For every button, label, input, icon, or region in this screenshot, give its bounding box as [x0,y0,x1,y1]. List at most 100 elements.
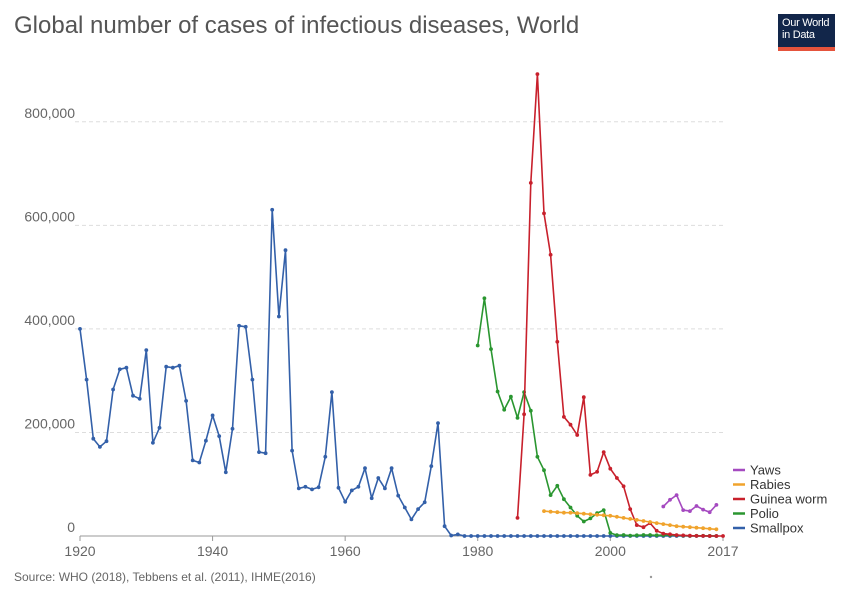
smallpox-point [217,434,222,438]
smallpox-point [588,534,593,538]
smallpox-point [164,364,169,369]
rabies-point [581,511,586,516]
rabies-point [694,525,699,530]
polio-line [476,297,717,537]
guinea-worm-point [674,533,679,537]
grid-lines [75,121,723,537]
guinea-worm-point [668,532,672,537]
smallpox-point [177,363,182,368]
yaws-point [688,509,692,513]
smallpox-point [131,393,135,398]
rabies-point [634,518,639,522]
polio-point [482,296,487,301]
smallpox-point [455,532,460,537]
smallpox-point [151,440,155,445]
smallpox-point [601,534,606,538]
smallpox-point [330,390,334,394]
polio-point [634,533,639,538]
guinea-worm-point [621,484,626,489]
rabies-point [548,509,553,514]
yaws-point [661,504,666,509]
polio-point [575,513,580,518]
rabies-point [674,524,679,529]
legend-item-guinea-worm[interactable]: Guinea worm [733,492,827,507]
rabies-point [608,513,613,518]
legend-item-rabies[interactable]: Rabies [733,477,791,492]
polio-point [535,454,540,459]
smallpox-point [104,439,109,444]
guinea-worm-point [562,415,566,419]
guinea-worm-point [707,534,712,538]
smallpox-point [462,534,467,538]
x-tick-label: 1940 [197,543,228,559]
legend-label: Guinea worm [750,492,827,507]
polio-point [495,389,500,394]
legend-label: Yaws [750,463,781,478]
series-polio[interactable] [475,296,719,538]
smallpox-line [79,209,717,537]
smallpox-point [310,487,314,492]
smallpox-point [509,534,513,538]
smallpox-point [495,534,500,538]
yaws-point [681,508,686,512]
guinea-worm-point [615,476,619,480]
series-yaws[interactable] [661,493,719,515]
rabies-point [681,524,686,529]
smallpox-point [562,534,566,538]
rabies-point [654,521,659,525]
footer-dot [649,575,653,579]
polio-point [555,483,560,488]
smallpox-point [263,451,268,456]
polio-point [621,533,626,537]
yaws-point [707,510,712,515]
smallpox-point [548,534,553,538]
legend-label: Polio [750,506,779,521]
smallpox-point [243,324,248,329]
smallpox-point [91,436,96,441]
series-smallpox[interactable] [78,207,719,538]
guinea-worm-point [581,395,586,400]
rabies-point [595,512,599,517]
legend-item-polio[interactable]: Polio [733,506,779,521]
polio-point [528,408,533,413]
guinea-worm-point [694,534,699,538]
smallpox-point [429,464,434,468]
smallpox-point [270,207,275,212]
guinea-worm-point [688,533,692,538]
smallpox-point [144,348,149,352]
smallpox-point [210,413,215,418]
polio-point [568,505,573,510]
series-rabies[interactable] [542,509,719,532]
smallpox-point [303,484,308,489]
our-world-in-data-logo[interactable]: Our World in Data [778,14,835,51]
guinea-worm-point [681,533,686,538]
smallpox-point [442,524,447,529]
smallpox-point [475,534,480,538]
smallpox-point [343,499,348,504]
smallpox-point [376,476,381,480]
series-guinea-worm[interactable] [515,72,725,538]
rabies-point [628,517,633,521]
polio-point [502,407,507,412]
smallpox-point [98,445,102,449]
y-tick-label: 400,000 [24,312,75,328]
guinea-worm-point [548,252,553,257]
guinea-worm-point [661,531,666,536]
smallpox-point [522,534,526,538]
rabies-point [542,509,546,513]
legend-item-smallpox[interactable]: Smallpox [733,521,804,536]
x-tick-label: 1960 [330,543,361,559]
smallpox-point [237,323,242,328]
smallpox-point [542,534,546,538]
rabies-point [615,514,619,519]
guinea-worm-point [721,534,725,538]
smallpox-point [356,484,361,489]
polio-point [648,533,652,537]
polio-point [654,533,659,538]
legend-item-yaws[interactable]: Yaws [733,463,781,478]
y-tick-label: 200,000 [24,415,75,431]
smallpox-point [230,426,235,431]
smallpox-point [323,454,328,459]
